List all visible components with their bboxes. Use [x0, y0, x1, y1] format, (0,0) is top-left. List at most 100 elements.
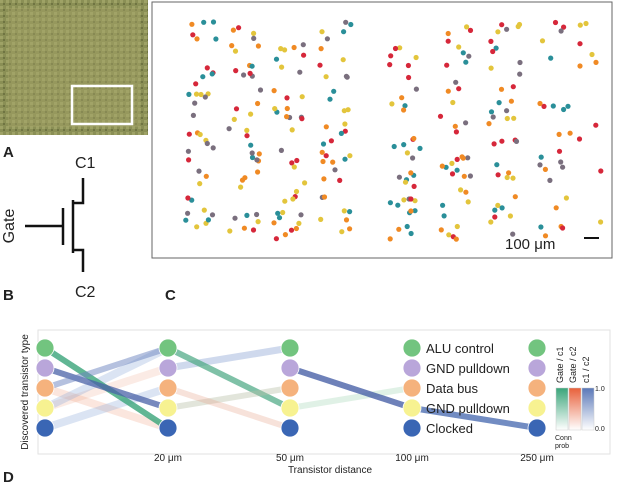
dot [391, 143, 397, 150]
x-tick-label: 250 μm [520, 453, 554, 464]
dot [196, 168, 202, 174]
dot [445, 38, 451, 44]
dot [248, 142, 254, 148]
dot [411, 135, 417, 142]
dot [413, 54, 419, 61]
dot [512, 194, 518, 200]
dot [254, 157, 260, 163]
dot [541, 103, 547, 109]
dot [347, 209, 353, 215]
scale-bar-label: 100 μm [505, 236, 555, 253]
dot [318, 216, 324, 222]
dot [230, 27, 236, 33]
dot [289, 160, 295, 166]
dot [513, 138, 520, 144]
dot-map [183, 19, 604, 242]
dot [327, 96, 333, 102]
link [42, 345, 171, 391]
dot [547, 177, 553, 183]
dot [465, 155, 471, 161]
dot [565, 103, 571, 109]
colorbar-label: c1 / c2 [581, 356, 591, 383]
dot [328, 138, 334, 144]
dot [343, 217, 350, 223]
dot [490, 114, 496, 120]
dot [238, 184, 244, 190]
dot [456, 86, 462, 92]
dot [185, 210, 191, 216]
dot [460, 50, 466, 56]
dot [323, 74, 329, 80]
dot [340, 57, 346, 63]
dot [282, 232, 288, 238]
dot [389, 101, 395, 107]
dot [495, 202, 501, 208]
dot [347, 153, 353, 159]
dot [598, 168, 604, 174]
dot [396, 174, 402, 180]
dot [293, 188, 300, 195]
dot [508, 98, 514, 104]
dot [302, 180, 308, 186]
panel-label: C [165, 287, 176, 304]
dot [445, 30, 451, 37]
dot [404, 223, 410, 230]
dot [347, 226, 353, 232]
dot [186, 91, 192, 97]
dot [250, 227, 257, 233]
dot [248, 111, 254, 117]
chip-core [8, 8, 140, 127]
dot [284, 114, 290, 120]
dot [201, 207, 207, 213]
dot [577, 22, 583, 28]
dot [449, 160, 455, 166]
dot [271, 220, 277, 226]
node [280, 378, 300, 398]
dot [408, 208, 414, 214]
dot [598, 219, 604, 225]
zoom-box [70, 84, 134, 126]
dot [272, 106, 278, 112]
node [35, 338, 55, 358]
node [527, 398, 547, 418]
dot [492, 214, 498, 220]
dot [437, 113, 444, 119]
dot [275, 210, 281, 216]
colorbar-tick: 0.0 [595, 426, 605, 433]
dot [276, 215, 283, 221]
dot [406, 74, 412, 81]
dot [461, 173, 467, 179]
dot [296, 220, 302, 226]
dot [405, 62, 411, 69]
dot [190, 32, 196, 38]
node [280, 358, 300, 378]
node [527, 338, 547, 358]
dot [189, 197, 195, 203]
node [35, 358, 55, 378]
x-axis-label: Transistor distance [288, 465, 373, 476]
dot [198, 91, 204, 98]
dot [563, 195, 570, 201]
node [280, 418, 300, 438]
dot [493, 45, 499, 51]
dot [202, 94, 208, 100]
dot [492, 207, 498, 213]
dot [504, 108, 510, 114]
legend-label: GND pulldown [426, 401, 510, 416]
dot [299, 94, 305, 100]
y-axis-label: Discovered transistor type [20, 334, 31, 450]
dot [552, 19, 559, 26]
dot [408, 196, 414, 202]
dot [397, 45, 403, 51]
dot [251, 30, 257, 36]
dot [449, 171, 456, 177]
terminal-label: C1 [75, 155, 96, 172]
dot [193, 81, 199, 87]
dot [344, 74, 350, 80]
dot [488, 38, 494, 45]
dot [342, 128, 348, 134]
dot [254, 211, 260, 218]
dot [463, 59, 469, 65]
